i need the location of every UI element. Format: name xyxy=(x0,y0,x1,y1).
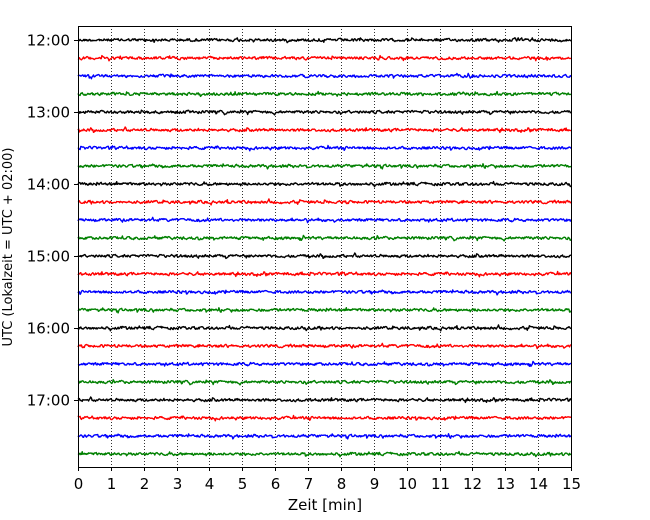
x-axis-ticks: 0 1 2 3 4 5 6 7 8 9 10 11 12 13 14 15 xyxy=(74,467,581,493)
trace-line xyxy=(77,37,572,44)
x-tick-label: 13 xyxy=(496,475,515,493)
x-tick-label: 7 xyxy=(304,475,314,493)
x-tick-label: 8 xyxy=(337,475,347,493)
trace-line xyxy=(77,433,572,440)
trace-line xyxy=(77,234,572,242)
x-tick-label: 4 xyxy=(205,475,215,493)
x-tick-label: 6 xyxy=(271,475,281,493)
trace-line xyxy=(77,414,572,422)
trace-line xyxy=(77,126,572,134)
x-tick-label: 2 xyxy=(140,475,150,493)
y-tick-label: 16:00 xyxy=(27,320,70,338)
x-tick-label: 3 xyxy=(173,475,183,493)
trace-line xyxy=(77,144,572,152)
trace-line xyxy=(77,342,572,350)
trace-line xyxy=(77,216,572,224)
x-tick-label: 10 xyxy=(398,475,417,493)
trace-line xyxy=(77,198,572,206)
trace-line xyxy=(77,289,572,296)
trace-line xyxy=(77,307,572,314)
trace-line xyxy=(77,109,572,116)
plot-frame xyxy=(78,26,572,468)
trace-line xyxy=(77,163,572,170)
trace-line xyxy=(77,90,572,98)
x-tick-label: 14 xyxy=(529,475,548,493)
trace-line xyxy=(77,270,572,278)
trace-line xyxy=(77,450,572,458)
y-axis-ticks: 12:00 13:00 14:00 15:00 16:00 17:00 xyxy=(27,32,78,410)
y-tick-label: 14:00 xyxy=(27,176,70,194)
y-tick-label: 15:00 xyxy=(27,248,70,266)
trace-line xyxy=(77,360,572,368)
trace-line xyxy=(77,396,572,404)
x-tick-label: 15 xyxy=(562,475,581,493)
seismic-traces xyxy=(77,37,572,458)
trace-line xyxy=(77,72,572,80)
trace-line xyxy=(77,324,572,332)
x-tick-label: 12 xyxy=(463,475,482,493)
y-tick-label: 12:00 xyxy=(27,32,70,50)
trace-line xyxy=(77,379,572,386)
x-tick-label: 1 xyxy=(107,475,117,493)
y-axis-label: UTC (Lokalzeit = UTC + 02:00) xyxy=(1,148,16,347)
trace-line xyxy=(77,180,572,188)
y-tick-label: 17:00 xyxy=(27,392,70,410)
trace-line xyxy=(77,54,572,62)
x-tick-label: 0 xyxy=(74,475,84,493)
x-axis-label: Zeit [min] xyxy=(288,496,362,514)
x-tick-label: 11 xyxy=(431,475,450,493)
y-tick-label: 13:00 xyxy=(27,104,70,122)
x-tick-label: 5 xyxy=(238,475,248,493)
trace-line xyxy=(77,252,572,260)
x-tick-label: 9 xyxy=(370,475,380,493)
